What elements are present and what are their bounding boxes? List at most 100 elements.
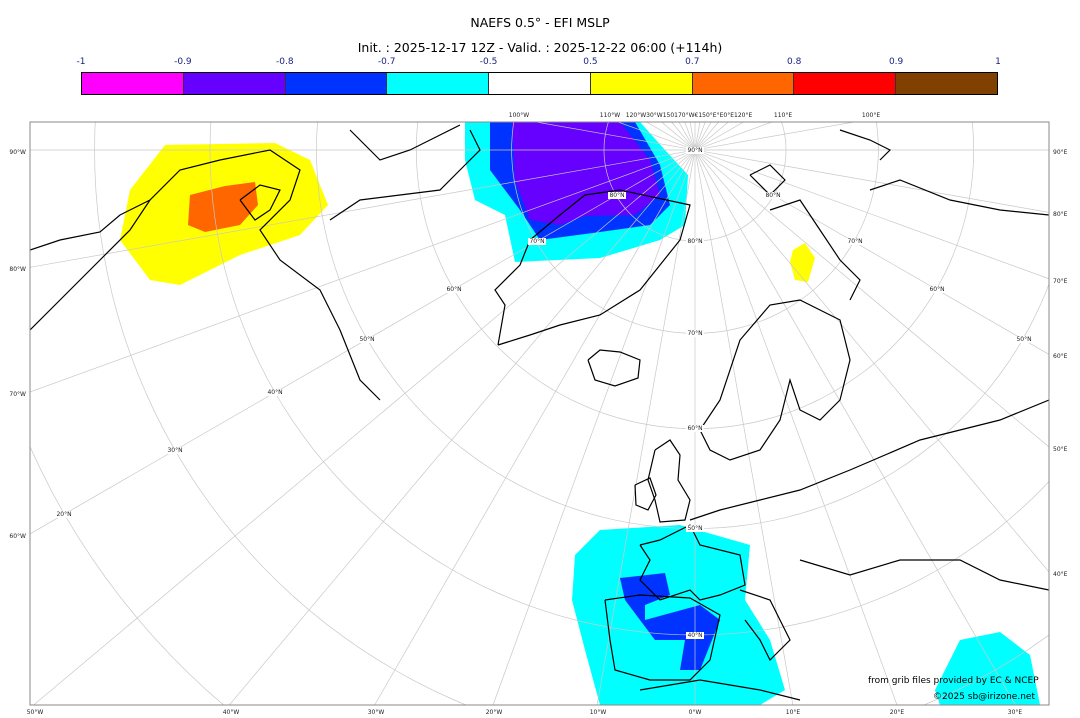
- right-axis-label: 50°E: [1053, 446, 1068, 453]
- colorbar-segment: [387, 73, 490, 94]
- coastline: [349, 124, 461, 161]
- label-background: [846, 238, 864, 245]
- coastline: [634, 477, 657, 511]
- colorbar-segment: [590, 73, 693, 94]
- bottom-axis-label: 10°W: [590, 709, 607, 716]
- top-axis-label: 120°W30°W150170°W€150°E°E0°E120°E: [626, 112, 753, 119]
- parallel-line: [209, 122, 1049, 636]
- bottom-axis-label: 30°W: [368, 709, 385, 716]
- right-axis-label: 90°E: [1053, 149, 1068, 156]
- efi-cyan-area: [935, 632, 1040, 705]
- meridian-line: [689, 122, 696, 150]
- source-credit: from grib files provided by EC & NCEP: [868, 676, 1039, 686]
- colorbar-tick-label: -0.5: [479, 57, 498, 67]
- meridian-line: [695, 122, 719, 150]
- label-background: [166, 447, 184, 454]
- latitude-label: 50°N: [687, 525, 702, 532]
- label-background: [358, 336, 376, 343]
- coastline: [739, 589, 791, 662]
- coastline: [839, 129, 892, 161]
- latitude-label: 50°N: [359, 336, 374, 343]
- coastline: [689, 399, 1049, 521]
- map-area: [30, 122, 1049, 705]
- label-background: [686, 238, 704, 245]
- colorbar-tick-label: -1: [76, 57, 86, 67]
- colorbar: [81, 72, 998, 95]
- label-background: [1015, 336, 1033, 343]
- efi-yellow-area: [790, 243, 815, 282]
- meridian-line: [596, 150, 696, 705]
- bottom-axis-label: 20°W: [486, 709, 503, 716]
- coastline: [869, 179, 1049, 216]
- label-background: [266, 389, 284, 396]
- bottom-axis-label: 10°E: [786, 709, 801, 716]
- meridian-line: [536, 122, 695, 151]
- efi-purple-area: [512, 122, 660, 225]
- meridian-line: [695, 122, 854, 151]
- label-background: [928, 286, 946, 293]
- meridian-line: [694, 122, 706, 150]
- coastline: [239, 184, 281, 221]
- label-background: [764, 192, 782, 199]
- latitude-label: 70°N: [529, 238, 544, 245]
- colorbar-tick-label: 0.9: [888, 57, 904, 67]
- coastline: [604, 594, 721, 681]
- meridian-line: [695, 122, 773, 151]
- label-background: [445, 286, 463, 293]
- colorbar-tick-label: 0.5: [583, 57, 598, 67]
- label-background: [686, 425, 704, 432]
- colorbar-tick-label: 0.7: [685, 57, 700, 67]
- colorbar-tick-label: 1: [995, 57, 1001, 67]
- colorbar-segment: [794, 73, 897, 94]
- left-axis-label: 70°W: [9, 391, 26, 398]
- label-background: [55, 511, 73, 518]
- label-background: [686, 330, 704, 337]
- right-axis-label: 80°E: [1053, 211, 1068, 218]
- meridian-line: [671, 122, 695, 150]
- colorbar-tick-label: -0.7: [377, 57, 396, 67]
- coastline: [329, 129, 481, 221]
- right-axis-label: 70°E: [1053, 278, 1068, 285]
- map-frame: [29, 121, 1050, 706]
- top-axis-label: 110°E: [774, 112, 792, 119]
- bottom-axis-label: 0°W: [689, 709, 702, 716]
- label-background: [686, 632, 704, 639]
- meridian-line: [695, 150, 1049, 355]
- latitude-label: 60°N: [929, 286, 944, 293]
- coastline: [639, 679, 801, 701]
- latitude-label: 70°N: [687, 330, 702, 337]
- label-background: [686, 525, 704, 532]
- meridian-line: [695, 150, 1049, 573]
- meridian-line: [695, 150, 1049, 448]
- latitude-label: 80°N: [609, 192, 624, 199]
- meridian-line: [33, 150, 695, 705]
- left-axis-label: 80°W: [9, 266, 26, 273]
- top-axis-label: 100°W: [509, 112, 529, 119]
- efi-orange-area: [188, 182, 258, 232]
- meridian-line: [492, 150, 696, 705]
- colorbar-segment: [896, 73, 998, 94]
- meridian-line: [695, 122, 729, 150]
- chart-title: NAEFS 0.5° - EFI MSLP: [470, 15, 610, 30]
- meridian-line: [684, 122, 696, 150]
- latitude-label: 60°N: [687, 425, 702, 432]
- right-axis-label: 40°E: [1053, 571, 1068, 578]
- meridian-line: [374, 150, 695, 705]
- top-axis-label: 100°E: [862, 112, 880, 119]
- label-background: [686, 147, 704, 154]
- copyright: ©2025 sb@irizone.net: [933, 692, 1035, 702]
- colorbar-tick-label: 0.8: [787, 57, 802, 67]
- latitude-label: 80°N: [687, 238, 702, 245]
- meridian-line: [695, 149, 1049, 213]
- right-axis-label: 60°E: [1053, 353, 1068, 360]
- meridian-line: [661, 122, 695, 150]
- colorbar-segment: [285, 73, 388, 94]
- meridian-line: [617, 122, 695, 151]
- latitude-label: 40°N: [267, 389, 282, 396]
- label-background: [608, 192, 626, 199]
- meridian-line: [695, 149, 1049, 280]
- meridian-line: [695, 122, 744, 150]
- latitude-label: 90°N: [687, 147, 702, 154]
- latitude-label: 70°N: [847, 238, 862, 245]
